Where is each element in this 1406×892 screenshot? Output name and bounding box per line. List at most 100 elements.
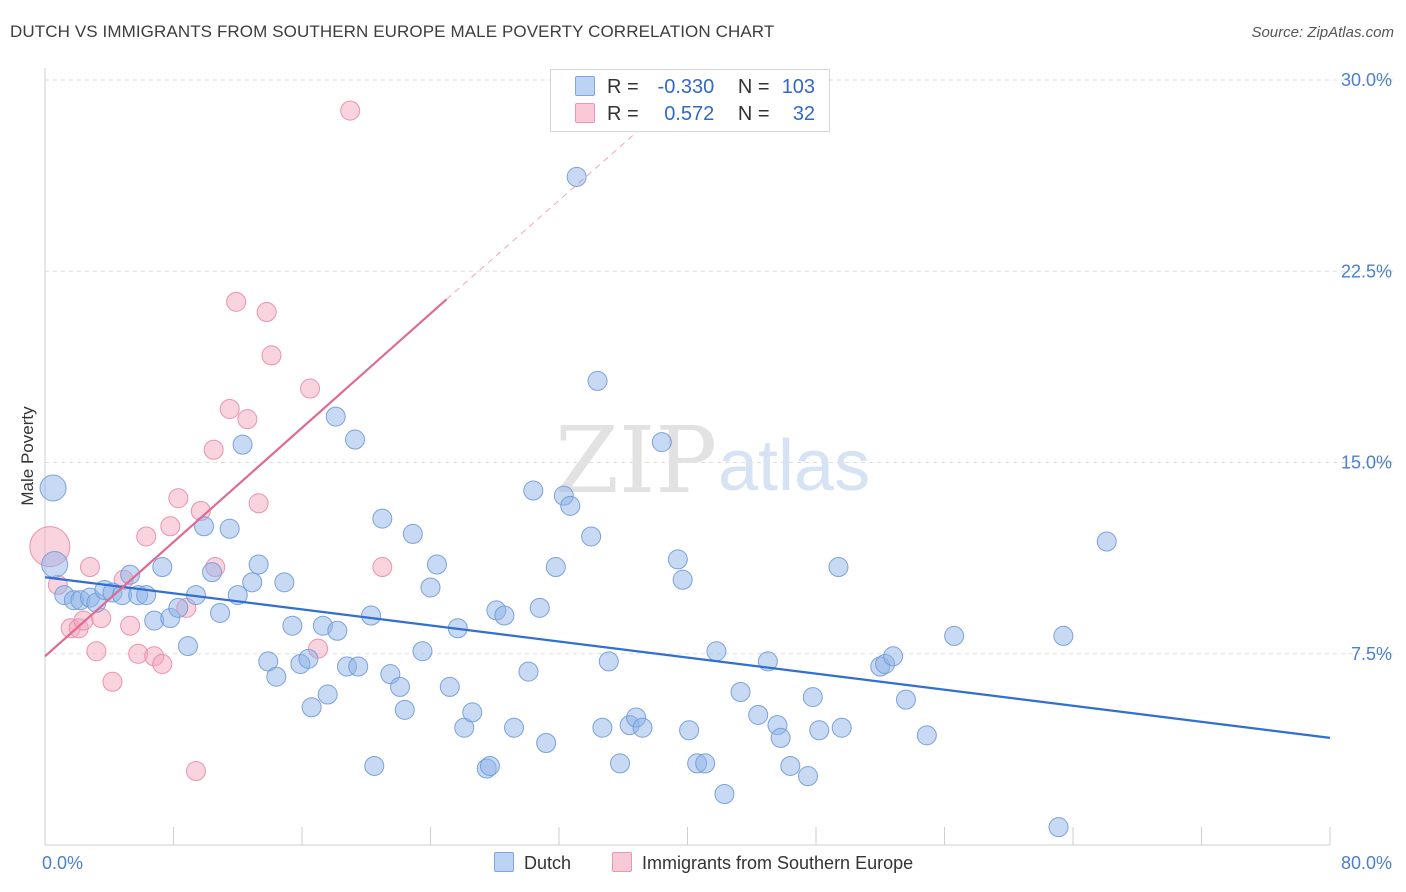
immigrants-point: [136, 526, 157, 547]
y-tick-label: 7.5%: [1351, 644, 1392, 664]
dutch-point: [944, 625, 965, 646]
dutch-point: [202, 562, 223, 583]
dutch-point: [1096, 531, 1117, 552]
x-tick-label-min: 0.0%: [42, 853, 83, 873]
dutch-point: [883, 646, 904, 667]
legend-swatch-dutch: [575, 76, 595, 96]
immigrants-point: [152, 653, 173, 674]
dutch-point: [672, 569, 693, 590]
dutch-trend-line: [44, 576, 1331, 739]
dutch-point: [248, 554, 269, 575]
dutch-point: [389, 676, 410, 697]
dutch-point: [372, 508, 393, 529]
dutch-point: [770, 727, 791, 748]
dutch-point: [41, 551, 69, 578]
immigrants-point: [86, 641, 107, 662]
dutch-point: [651, 432, 672, 453]
y-tick-label: 22.5%: [1341, 261, 1392, 281]
legend-row-immigrants: R = 0.572 N = 32: [575, 103, 815, 127]
immigrants-point: [372, 557, 393, 578]
dutch-point: [327, 620, 348, 641]
dutch-point: [364, 755, 385, 776]
dutch-point: [348, 656, 369, 677]
chart-title: DUTCH VS IMMIGRANTS FROM SOUTHERN EUROPE…: [10, 22, 775, 41]
dutch-point: [232, 434, 253, 455]
immigrants-point: [340, 100, 361, 121]
dutch-point: [282, 615, 303, 636]
dutch-point: [797, 766, 818, 787]
dutch-point: [581, 526, 602, 547]
correlation-legend: R = -0.330 N = 103 R = 0.572 N = 32: [550, 69, 830, 132]
immigrants-point: [219, 398, 240, 419]
dutch-point: [194, 516, 215, 537]
dutch-point: [325, 406, 346, 427]
y-tick-label: 15.0%: [1341, 453, 1392, 473]
dutch-point: [1048, 817, 1069, 838]
chart-source: Source: ZipAtlas.com: [1251, 24, 1394, 41]
immigrants-point: [256, 302, 277, 323]
dutch-point: [545, 557, 566, 578]
dutch-point: [667, 549, 688, 570]
dutch-point: [828, 557, 849, 578]
dutch-point: [361, 605, 382, 626]
immigrants-point: [261, 345, 282, 366]
y-tick-label: 30.0%: [1341, 70, 1392, 90]
immigrants-point: [102, 671, 123, 692]
trend-lines: [44, 115, 1331, 739]
dutch-point: [168, 597, 189, 618]
dutch-point: [242, 572, 263, 593]
immigrants-point: [300, 378, 321, 399]
dutch-point: [714, 784, 735, 804]
gridlines: [45, 79, 1395, 655]
dutch-point: [345, 429, 366, 450]
dutch-point: [592, 717, 613, 738]
dutch-point: [598, 651, 619, 672]
dutch-point: [266, 666, 287, 687]
immigrants-point: [120, 615, 141, 636]
dutch-point: [120, 564, 141, 585]
dutch-point: [809, 720, 830, 741]
legend-n-label: N =: [737, 76, 770, 98]
dutch-point: [523, 480, 544, 501]
dutch-point: [402, 523, 423, 544]
legend-r-label: R =: [607, 103, 639, 125]
dutch-point: [780, 755, 801, 776]
series-label-dutch: Dutch: [524, 853, 572, 873]
dutch-point: [695, 753, 716, 774]
dutch-point: [420, 577, 441, 598]
tick-labels: 7.5% 15.0% 22.5% 30.0% 0.0% 80.0%: [42, 70, 1392, 873]
dutch-point: [706, 641, 727, 662]
immigrants-point: [79, 557, 100, 578]
series-legend-immigrants: Immigrants from Southern Europe: [612, 852, 913, 874]
immigrants-point: [168, 488, 189, 509]
legend-swatch-immigrants: [575, 103, 595, 123]
dutch-point: [394, 699, 415, 720]
dutch-point: [560, 495, 581, 516]
dutch-point: [479, 755, 500, 776]
dutch-point: [536, 733, 557, 753]
dutch-point: [494, 605, 515, 626]
dutch-point: [566, 166, 587, 187]
legend-n-label: N =: [737, 103, 770, 125]
dutch-point: [802, 687, 823, 708]
dutch-point: [39, 474, 67, 502]
dutch-point: [895, 689, 916, 710]
dutch-point: [210, 602, 231, 623]
dutch-point: [610, 753, 631, 774]
watermark-zip: ZIP: [555, 407, 717, 514]
immigrants-point: [203, 439, 224, 460]
dutch-point: [177, 636, 198, 657]
dutch-point: [679, 720, 700, 741]
dutch-point: [587, 370, 608, 391]
dutch-point: [439, 676, 460, 697]
dutch-point: [301, 697, 322, 718]
dutch-point: [916, 725, 937, 746]
dutch-point: [462, 702, 483, 723]
immigrants-point: [185, 761, 206, 782]
dutch-point: [219, 518, 240, 539]
immigrants-trend-line: [44, 298, 448, 658]
series-swatch-dutch: [494, 852, 514, 872]
watermark-atlas: atlas: [718, 426, 870, 506]
legend-r-label: R =: [607, 76, 639, 98]
